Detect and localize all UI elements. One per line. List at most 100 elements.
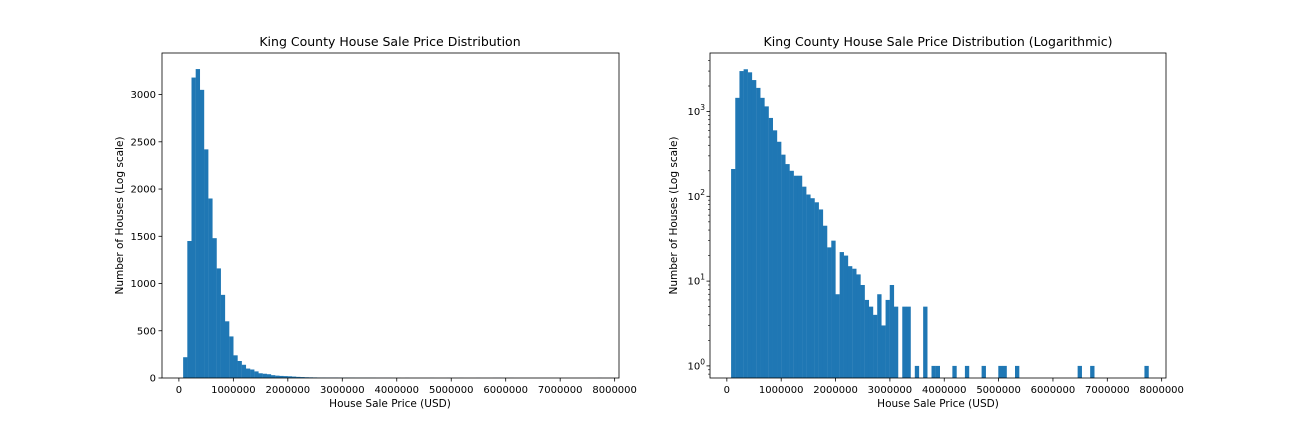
- x-tick-label: 5000000: [976, 385, 1021, 396]
- histogram-bar: [751, 80, 757, 378]
- histogram-bar: [806, 194, 811, 378]
- x-tick-label: 1000000: [211, 385, 256, 396]
- histogram-bar: [839, 252, 844, 378]
- histogram-bar: [731, 168, 736, 378]
- histogram-bar: [764, 106, 769, 378]
- histogram-bar: [885, 299, 890, 378]
- histogram-bar: [856, 274, 861, 378]
- histogram-bar: [868, 306, 874, 378]
- histogram-bar: [204, 149, 209, 378]
- histogram-bar: [224, 321, 230, 378]
- histogram-bar: [797, 175, 803, 378]
- histogram-bar: [802, 186, 807, 378]
- histogram-bar: [266, 374, 272, 378]
- histogram-bar: [208, 198, 213, 378]
- histogram-bar: [212, 238, 217, 378]
- histogram-bar: [220, 294, 226, 378]
- histogram-bar: [743, 69, 748, 379]
- x-tick-label: 8000000: [592, 385, 637, 396]
- histogram-bar: [279, 375, 284, 378]
- histogram-bar: [191, 77, 196, 378]
- histogram-bar: [789, 170, 794, 378]
- histogram-bar: [1015, 365, 1020, 378]
- histogram-bar: [739, 71, 744, 378]
- histogram-bar: [777, 141, 782, 378]
- histogram-bar: [881, 325, 886, 378]
- histogram-bar: [843, 255, 849, 378]
- histogram-bar: [873, 314, 878, 378]
- histogram-bar: [835, 294, 840, 378]
- histogram-bar: [781, 154, 786, 378]
- y-tick-label: 1500: [131, 232, 156, 243]
- histogram-bar: [747, 72, 753, 378]
- histogram-log: King County House Sale Price Distributio…: [668, 34, 1184, 410]
- histogram-bar: [187, 241, 192, 378]
- histogram-bar: [818, 209, 824, 378]
- histogram-bar: [258, 373, 263, 378]
- plot-frame: [161, 52, 620, 379]
- x-tick-label: 4000000: [374, 385, 419, 396]
- histogram-bar: [287, 376, 293, 378]
- histogram-bar: [1002, 365, 1007, 378]
- x-tick-label: 8000000: [1139, 385, 1184, 396]
- y-tick-label: 100: [687, 357, 705, 372]
- histogram-bar: [1090, 365, 1095, 378]
- histogram-bar: [199, 89, 205, 378]
- y-ticks: 0 500 1000 1500 2000 2500 3000: [131, 90, 162, 385]
- histogram-bar: [735, 97, 740, 378]
- histogram-bar: [216, 268, 221, 378]
- x-tick-label: 7000000: [1085, 385, 1130, 396]
- x-ticks: 0 1000000 2000000 3000000 4000000 5000000 6000…: [176, 378, 637, 396]
- y-ticks: 100 101 102 103: [687, 60, 710, 375]
- histogram-bar: [893, 306, 899, 378]
- histogram-bar: [195, 69, 201, 378]
- histogram-bar: [241, 364, 247, 378]
- histogram-bar: [952, 365, 957, 378]
- histogram-bar: [229, 336, 234, 378]
- x-ticks: 0 1000000 2000000 3000000 4000000 5000000 6000…: [724, 378, 1184, 396]
- histogram-bar: [831, 240, 836, 378]
- x-axis-label: House Sale Price (USD): [329, 398, 451, 410]
- y-tick-label: 1000: [131, 279, 156, 290]
- histogram-bar: [931, 365, 936, 378]
- histogram-bar: [906, 306, 911, 378]
- x-tick-label: 2000000: [266, 385, 311, 396]
- histogram-bar: [935, 365, 940, 378]
- histogram-bar: [964, 365, 970, 378]
- histogram-bar: [847, 266, 853, 378]
- histogram-bar: [254, 371, 259, 378]
- histogram-bar: [810, 198, 815, 378]
- histogram-bar: [877, 294, 882, 378]
- histogram-bar: [902, 306, 907, 378]
- histogram-bar: [291, 376, 297, 378]
- histogram-linear: King County House Sale Price Distributio…: [114, 34, 637, 410]
- histogram-bar: [827, 247, 832, 378]
- x-tick-label: 6000000: [483, 385, 528, 396]
- y-tick-label: 500: [137, 326, 156, 337]
- histogram-bar: [300, 377, 305, 378]
- x-tick-label: 2000000: [813, 385, 858, 396]
- histogram-bar: [183, 357, 188, 378]
- histogram-bar: [998, 365, 1003, 378]
- y-tick-label: 0: [150, 374, 156, 385]
- histogram-bar: [1077, 365, 1082, 378]
- y-tick-label: 103: [687, 103, 705, 118]
- histogram-bar: [283, 376, 288, 378]
- y-tick-label: 3000: [131, 90, 156, 101]
- x-tick-label: 0: [176, 385, 182, 396]
- histogram-bar: [1144, 365, 1149, 378]
- y-axis-label: Number of Houses (Log scale): [668, 136, 680, 294]
- x-tick-label: 3000000: [320, 385, 365, 396]
- histogram-bar: [785, 164, 790, 378]
- chart-title: King County House Sale Price Distributio…: [259, 34, 520, 49]
- histogram-bar: [981, 365, 986, 378]
- histogram-bar: [914, 365, 920, 378]
- x-tick-label: 4000000: [922, 385, 967, 396]
- histogram-bar: [233, 355, 238, 378]
- histogram-bar: [864, 299, 870, 378]
- histogram-bar: [237, 360, 242, 378]
- bars: [731, 69, 1149, 379]
- histogram-bar: [923, 306, 928, 378]
- histogram-bar: [760, 97, 765, 378]
